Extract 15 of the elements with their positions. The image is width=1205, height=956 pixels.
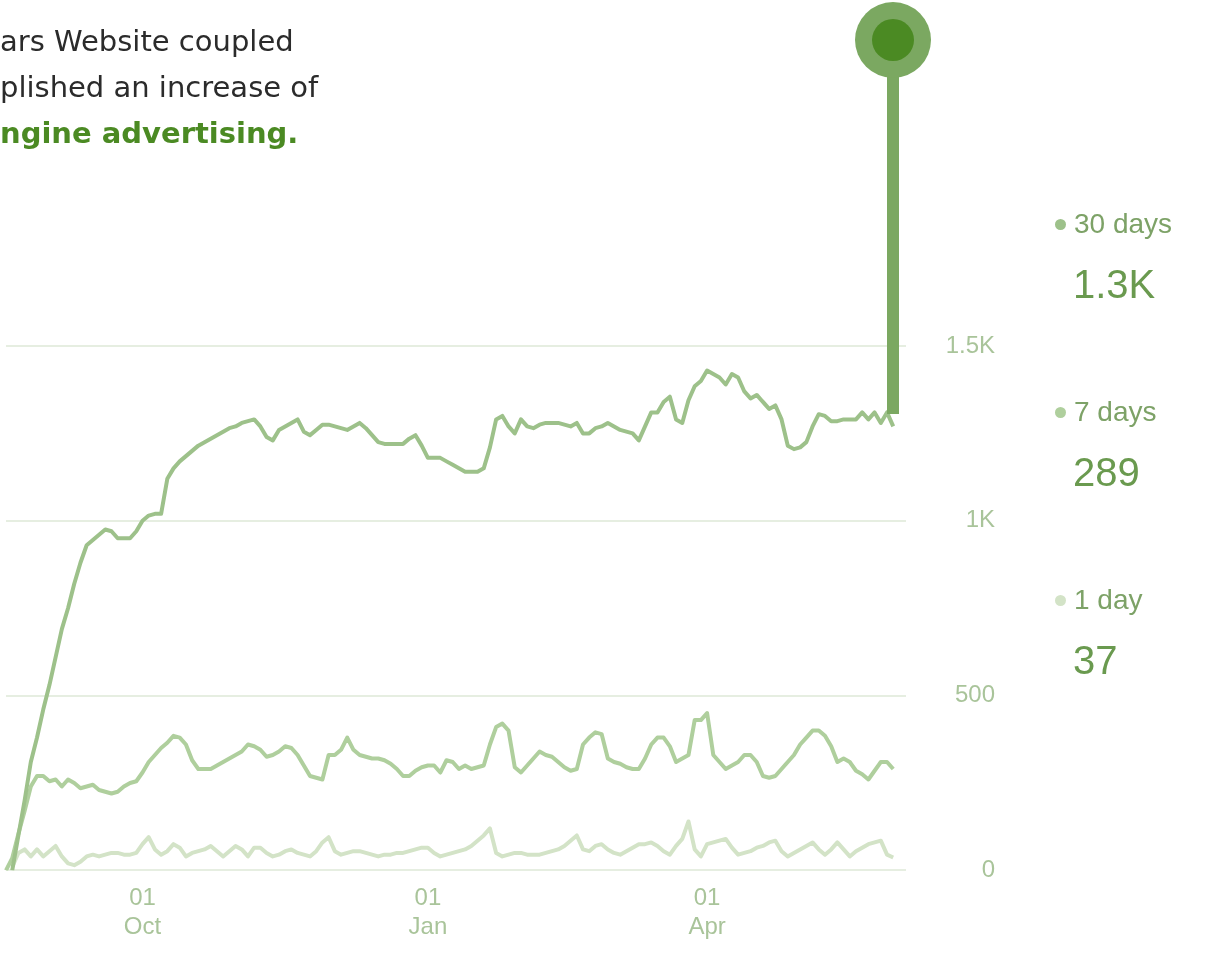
y-tick-label: 0 [981, 855, 995, 883]
x-tick-label: 01 Jan [408, 883, 448, 940]
y-tick-label: 500 [954, 680, 995, 708]
chart-title: ars Website coupled plished an increase of [0, 23, 319, 106]
x-tick-label: 01 Apr [688, 883, 726, 940]
text: 289 [1073, 450, 1141, 495]
y-tick-label: 1.5K [945, 330, 995, 358]
y-tick-label: 1K [965, 505, 995, 533]
legend-label: 1 day [1074, 584, 1143, 616]
x-tick-label: 01 Oct [123, 883, 162, 940]
text: 1.3K [1073, 262, 1157, 307]
legend-label: 7 days [1074, 396, 1157, 428]
text: 37 [1073, 638, 1119, 683]
legend-label: 30 days [1074, 208, 1173, 240]
chart-subtitle: ngine advertising. [0, 115, 300, 152]
